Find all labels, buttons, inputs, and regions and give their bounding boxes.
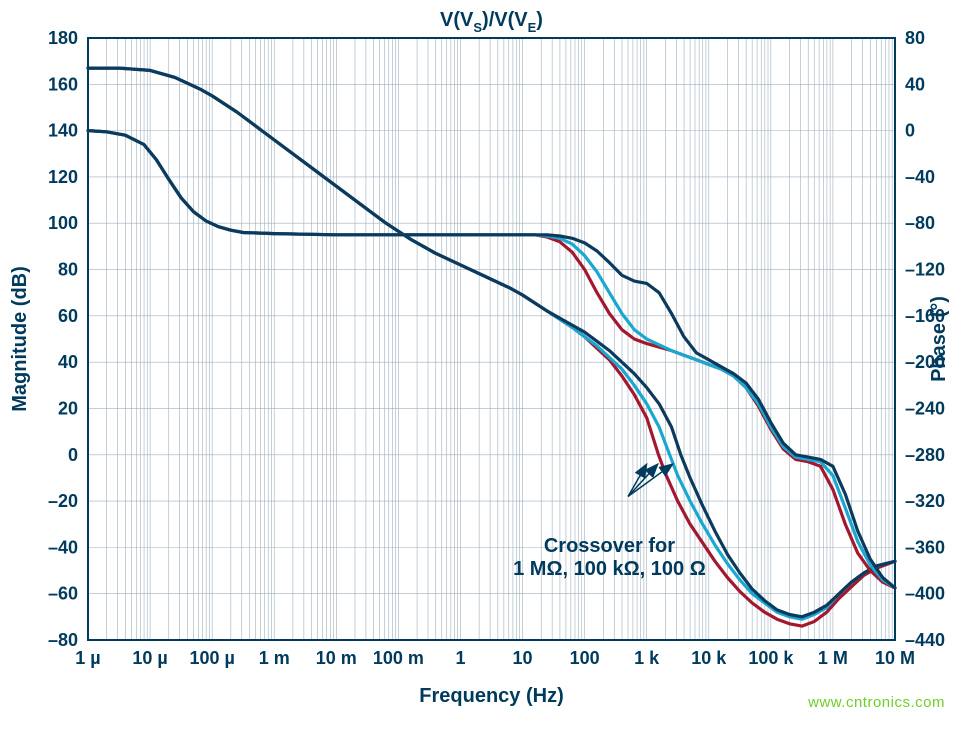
- svg-text:–440: –440: [905, 630, 945, 650]
- svg-text:–80: –80: [48, 630, 78, 650]
- bode-chart: 1 µ 10 µ 100 µ 1 m 10 m 100 m 1 10 100 1 k 10 k 100…: [0, 0, 963, 729]
- svg-text:Crossover for: Crossover for: [544, 535, 675, 557]
- svg-text:1 M: 1 M: [818, 648, 848, 668]
- svg-text:10 k: 10 k: [691, 648, 727, 668]
- svg-text:1 µ: 1 µ: [75, 648, 100, 668]
- svg-text:100: 100: [570, 648, 600, 668]
- svg-text:–20: –20: [48, 491, 78, 511]
- svg-text:80: 80: [58, 260, 78, 280]
- svg-text:40: 40: [905, 74, 925, 94]
- svg-text:100 m: 100 m: [373, 648, 424, 668]
- svg-text:1: 1: [455, 648, 465, 668]
- svg-text:100 k: 100 k: [748, 648, 794, 668]
- svg-text:Magnitude (dB): Magnitude (dB): [9, 266, 31, 412]
- svg-text:10 µ: 10 µ: [132, 648, 167, 668]
- svg-text:120: 120: [48, 167, 78, 187]
- svg-text:–320: –320: [905, 491, 945, 511]
- svg-text:–80: –80: [905, 213, 935, 233]
- svg-text:160: 160: [48, 74, 78, 94]
- svg-text:100 µ: 100 µ: [189, 648, 234, 668]
- svg-text:1 m: 1 m: [259, 648, 290, 668]
- svg-text:80: 80: [905, 28, 925, 48]
- svg-text:100: 100: [48, 213, 78, 233]
- svg-text:40: 40: [58, 352, 78, 372]
- svg-text:180: 180: [48, 28, 78, 48]
- svg-text:1 MΩ, 100 kΩ, 100 Ω: 1 MΩ, 100 kΩ, 100 Ω: [513, 558, 706, 580]
- svg-text:–400: –400: [905, 584, 945, 604]
- svg-text:10 M: 10 M: [875, 648, 915, 668]
- svg-text:10 m: 10 m: [316, 648, 357, 668]
- chart-svg: 1 µ 10 µ 100 µ 1 m 10 m 100 m 1 10 100 1 k 10 k 100…: [0, 0, 963, 729]
- svg-text:0: 0: [905, 121, 915, 141]
- svg-text:–40: –40: [48, 537, 78, 557]
- svg-text:Frequency (Hz): Frequency (Hz): [419, 685, 563, 707]
- svg-text:–120: –120: [905, 260, 945, 280]
- svg-text:–40: –40: [905, 167, 935, 187]
- watermark-text: www.cntronics.com: [808, 694, 945, 711]
- svg-text:–240: –240: [905, 398, 945, 418]
- svg-text:Phase (°): Phase (°): [928, 296, 950, 382]
- svg-text:–280: –280: [905, 445, 945, 465]
- svg-text:10: 10: [513, 648, 533, 668]
- svg-text:0: 0: [68, 445, 78, 465]
- svg-text:140: 140: [48, 121, 78, 141]
- svg-text:1 k: 1 k: [634, 648, 660, 668]
- svg-text:–360: –360: [905, 537, 945, 557]
- svg-text:–60: –60: [48, 584, 78, 604]
- svg-text:20: 20: [58, 398, 78, 418]
- svg-text:60: 60: [58, 306, 78, 326]
